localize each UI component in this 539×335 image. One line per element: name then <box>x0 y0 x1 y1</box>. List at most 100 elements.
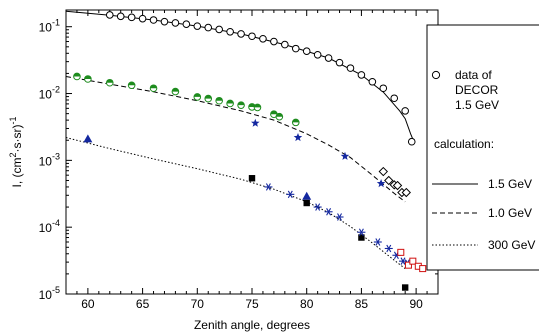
point-open-circle <box>401 107 409 115</box>
point-open-circle <box>302 47 311 55</box>
curve-dotted <box>66 137 406 269</box>
point-open-circle <box>281 40 289 49</box>
point-open-circle <box>335 58 344 67</box>
point-half-circle-fill <box>204 95 212 99</box>
point-asterisk <box>384 244 393 253</box>
point-open-circle <box>215 25 223 34</box>
x-tick-label: 85 <box>355 297 369 311</box>
point-open-diamond <box>378 166 389 177</box>
point-open-circle <box>127 13 136 22</box>
point-red-open-square <box>419 265 427 273</box>
point-half-circle-fill <box>193 93 201 97</box>
data-points <box>73 11 427 291</box>
x-tick-label: 65 <box>136 297 150 311</box>
point-asterisk-stroke <box>337 213 343 221</box>
point-red-open-square <box>404 261 412 269</box>
point-asterisk-stroke <box>386 244 392 253</box>
point-star <box>293 133 303 142</box>
point-half-circle-fill <box>270 110 278 115</box>
point-open-circle <box>138 14 147 23</box>
point-open-diamond <box>401 187 411 198</box>
point-half-circle-fill <box>215 97 223 101</box>
point-half-circle-fill <box>106 79 114 83</box>
y-tick-label: 10-4 <box>39 218 60 235</box>
point-open-circle <box>116 12 125 21</box>
point-open-circle <box>160 17 169 26</box>
point-open-circle <box>193 22 202 30</box>
legend-label-300gev: 300 GeV <box>488 238 535 252</box>
point-asterisk <box>264 183 273 191</box>
point-red-open-square <box>397 248 405 256</box>
point-star <box>340 151 350 160</box>
point-open-circle <box>291 44 300 53</box>
point-open-circle <box>171 19 180 27</box>
curve-dashed <box>66 76 406 203</box>
point-half-circle-fill <box>254 104 261 108</box>
point-square <box>248 175 256 182</box>
point-asterisk-stroke <box>326 208 332 216</box>
point-asterisk <box>357 228 366 236</box>
x-tick-label: 90 <box>409 297 423 311</box>
point-open-circle <box>346 64 355 72</box>
y-axis-label-sup2: -1 <box>8 116 18 124</box>
point-half-circle-fill <box>248 103 256 107</box>
point-asterisk-stroke <box>358 228 364 236</box>
point-open-circle <box>226 27 234 36</box>
point-open-circle <box>237 30 245 38</box>
x-tick-label: 60 <box>81 297 95 311</box>
point-asterisk-stroke <box>375 238 381 246</box>
point-star <box>376 179 386 188</box>
point-asterisk-stroke <box>265 183 271 191</box>
x-tick-label: 70 <box>191 297 205 311</box>
point-asterisk <box>373 238 382 246</box>
point-asterisk-stroke <box>400 257 406 265</box>
point-square <box>401 284 409 291</box>
point-open-circle <box>182 20 191 29</box>
legend-data-line-1: data of <box>455 68 492 82</box>
y-tick-label: 10-3 <box>39 151 60 168</box>
point-square <box>358 234 365 241</box>
x-axis-label: Zenith angle, degrees <box>194 318 310 332</box>
legend-label-1-5gev: 1.5 GeV <box>488 177 532 191</box>
point-square <box>303 199 310 207</box>
point-asterisk <box>335 213 344 221</box>
point-half-circle-fill <box>172 88 179 92</box>
point-open-circle <box>248 32 256 41</box>
point-open-circle <box>149 16 158 24</box>
point-half-circle-fill <box>128 81 135 86</box>
y-tick-label: 10-1 <box>39 18 60 35</box>
point-open-circle <box>324 54 333 62</box>
legend-box <box>426 24 539 271</box>
legend: data of DECOR 1.5 GeV calculation: 1.5 G… <box>426 24 539 271</box>
point-star <box>251 118 260 127</box>
point-half-circle-fill <box>150 84 157 89</box>
point-red-open-square <box>409 257 417 265</box>
point-half-circle-fill <box>84 75 92 79</box>
legend-marker-open-circle <box>431 70 441 80</box>
point-open-circle <box>379 84 388 93</box>
point-open-circle <box>204 23 213 32</box>
point-half-circle-fill <box>237 101 245 106</box>
y-axis-label: I, (cm2·s·sr)-1 <box>8 116 24 187</box>
point-triangle <box>83 134 93 143</box>
axis-ticks: 60 65 70 75 80 85 90 10-5 10-4 10-3 10-2 10-1 <box>39 10 439 311</box>
point-open-circle <box>259 34 267 43</box>
y-tick-label: 10-5 <box>39 285 60 302</box>
point-asterisk <box>324 208 333 216</box>
point-asterisk <box>286 190 295 199</box>
y-axis-label-mid: ·s·sr) <box>10 125 24 153</box>
point-half-circle-fill <box>226 100 234 104</box>
legend-data-line-2: DECOR <box>455 83 499 97</box>
model-curves <box>66 10 415 269</box>
x-tick-label: 80 <box>300 297 314 311</box>
point-asterisk-stroke <box>287 190 293 199</box>
point-half-circle-fill <box>73 73 81 77</box>
point-open-circle <box>313 50 322 59</box>
plot-frame <box>65 9 439 295</box>
point-triangle <box>302 191 312 200</box>
point-open-circle <box>270 37 278 46</box>
point-open-circle <box>105 11 114 19</box>
point-half-circle-fill <box>292 119 300 123</box>
point-asterisk <box>313 203 322 211</box>
